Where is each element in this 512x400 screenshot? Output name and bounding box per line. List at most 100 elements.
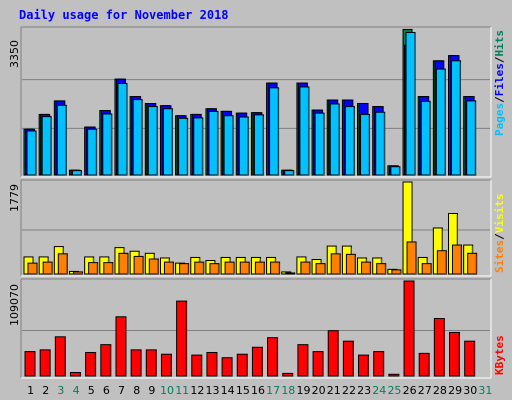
pages-bar	[435, 68, 446, 176]
sites-bar	[391, 269, 402, 275]
kbytes-bar	[388, 373, 400, 377]
kbytes-bar	[39, 349, 51, 377]
hits-legend-part: Pages	[493, 103, 506, 136]
x-tick-label: 24	[372, 384, 386, 397]
x-tick-label: 20	[312, 384, 326, 397]
x-tick-label: 7	[118, 384, 125, 397]
sites-bar	[148, 258, 159, 275]
sites-bar	[315, 263, 326, 275]
hits-panel	[20, 26, 492, 178]
x-tick-label: 31	[478, 384, 492, 397]
pages-bar	[41, 116, 52, 176]
panels-layer	[20, 26, 492, 379]
sites-bar	[133, 255, 144, 275]
pages-bar	[390, 166, 401, 176]
x-tick-label: 8	[133, 384, 140, 397]
sites-bar	[361, 261, 372, 275]
sites-bar	[209, 263, 220, 275]
x-tick-label: 27	[418, 384, 432, 397]
kbytes-y-max-label: 109070	[8, 284, 21, 326]
kbytes-bar	[191, 354, 203, 377]
hits-y-max-label: 3350	[8, 40, 21, 68]
pages-bar	[178, 117, 189, 176]
pages-bar	[117, 82, 128, 176]
sites-bar	[285, 272, 296, 275]
sites-bar	[452, 244, 463, 275]
kbytes-bar	[358, 354, 370, 377]
sites-bar	[57, 253, 68, 275]
x-tick-label: 3	[57, 384, 64, 397]
visits-panel	[20, 179, 492, 277]
sites-bar	[467, 252, 478, 275]
kbytes-bar	[24, 351, 36, 377]
kbytes-bar	[176, 300, 188, 377]
pages-bar	[451, 60, 462, 176]
x-tick-label: 11	[175, 384, 189, 397]
kbytes-bar	[464, 340, 476, 377]
kbytes-panel	[20, 278, 492, 379]
sites-bar	[163, 261, 174, 275]
pages-bar	[405, 31, 416, 176]
pages-bar	[299, 86, 310, 176]
sites-bar	[330, 253, 341, 275]
sites-bar	[224, 261, 235, 275]
pages-bar	[284, 170, 295, 176]
kbytes-bar	[312, 351, 324, 377]
sites-bar	[118, 252, 129, 275]
kbytes-bar	[251, 346, 263, 377]
x-tick-label: 21	[327, 384, 341, 397]
x-tick-label: 29	[448, 384, 462, 397]
x-tick-label: 28	[433, 384, 447, 397]
sites-bar	[406, 241, 417, 275]
x-tick-label: 30	[463, 384, 477, 397]
sites-bar	[254, 261, 265, 275]
pages-bar	[162, 108, 173, 176]
x-tick-label: 26	[403, 384, 417, 397]
sites-bar	[300, 261, 311, 275]
x-tick-label: 1	[27, 384, 34, 397]
x-tick-label: 9	[148, 384, 155, 397]
x-tick-label: 5	[88, 384, 95, 397]
visits-legend-part: Sites	[493, 240, 506, 273]
kbytes-bar	[100, 344, 112, 377]
sites-bar	[376, 263, 387, 275]
pages-bar	[420, 100, 431, 176]
pages-bar	[71, 170, 82, 176]
kbytes-bar	[327, 330, 339, 377]
x-tick-label: 18	[281, 384, 295, 397]
pages-bar	[344, 106, 355, 176]
pages-bar	[269, 87, 280, 176]
kbytes-bar	[449, 331, 461, 377]
pages-bar	[26, 130, 37, 176]
hits-legend-part: Hits	[493, 30, 506, 57]
x-tick-label: 23	[357, 384, 371, 397]
sites-bar	[42, 261, 53, 275]
x-tick-label: 12	[190, 384, 204, 397]
x-tick-label: 22	[342, 384, 356, 397]
kbytes-bar	[221, 357, 233, 377]
kbytes-legend: KBytes	[493, 335, 506, 375]
kbytes-bar	[403, 280, 415, 377]
sites-bar	[88, 262, 99, 275]
pages-bar	[375, 111, 386, 176]
pages-bar	[132, 99, 143, 176]
x-tick-label: 17	[266, 384, 280, 397]
kbytes-bar	[115, 316, 127, 377]
sites-bar	[194, 261, 205, 275]
x-tick-label: 15	[236, 384, 250, 397]
sites-bar	[239, 261, 250, 275]
pages-bar	[102, 113, 113, 176]
sites-bar	[436, 250, 447, 275]
kbytes-bar	[236, 353, 248, 377]
kbytes-bar	[206, 351, 218, 377]
pages-bar	[56, 104, 67, 176]
kbytes-bar	[433, 318, 445, 377]
sites-bar	[421, 263, 432, 275]
pages-bar	[253, 114, 264, 176]
kbytes-bar	[130, 349, 142, 377]
chart-title: Daily usage for November 2018	[19, 8, 229, 22]
kbytes-bar	[69, 372, 81, 377]
hits-legend-part: /	[493, 96, 506, 103]
